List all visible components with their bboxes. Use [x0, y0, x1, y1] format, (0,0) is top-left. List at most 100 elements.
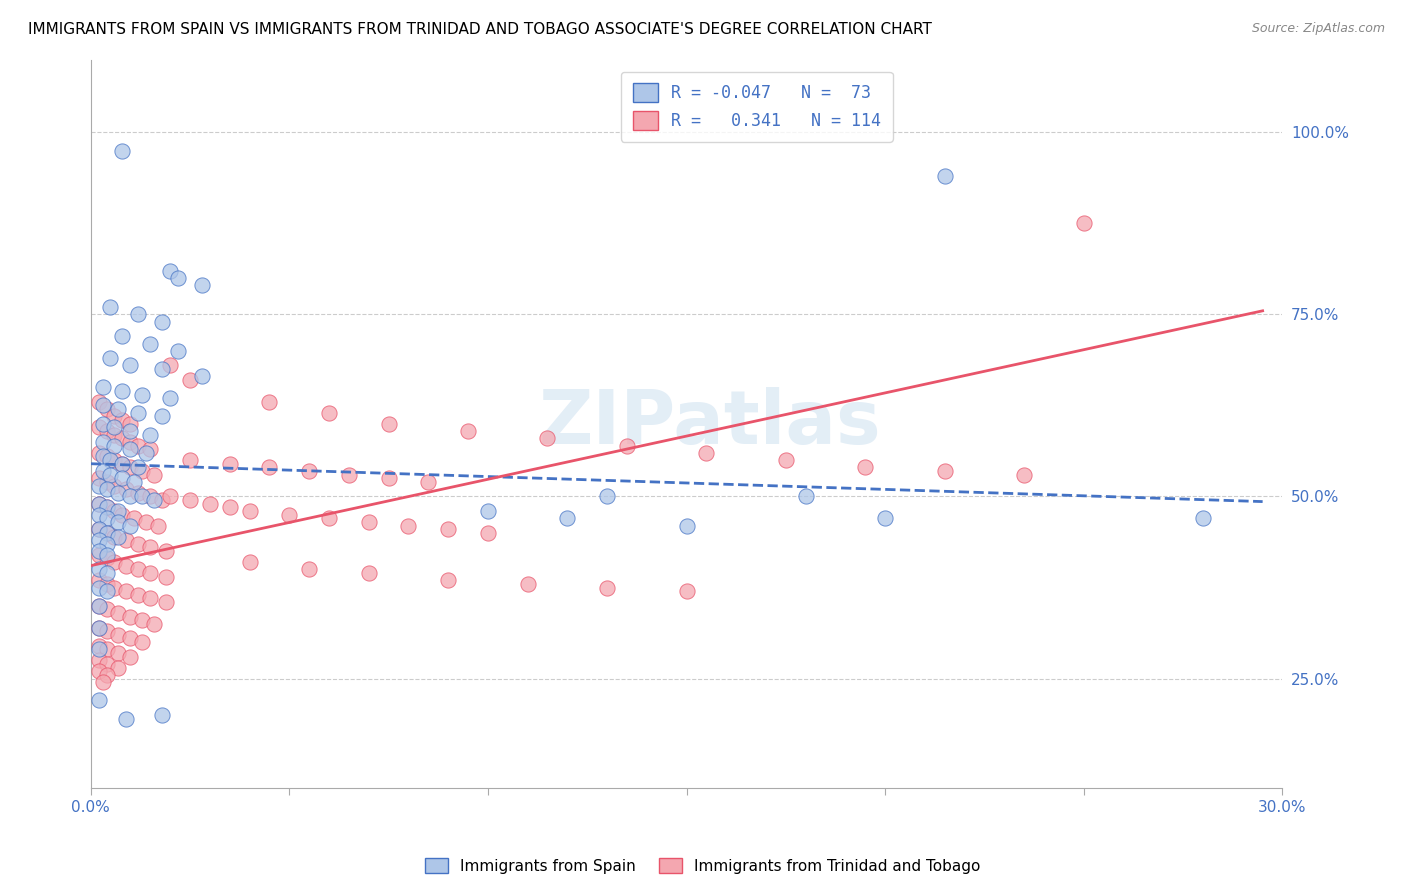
Point [131, 464, 153, 478]
Point [87, 653, 110, 667]
Point [143, 616, 166, 631]
Point [96, 551, 118, 566]
Point [103, 438, 125, 452]
Point [87, 599, 110, 613]
Point [218, 457, 240, 471]
Point [87, 573, 110, 587]
Point [259, 460, 281, 475]
Point [146, 518, 169, 533]
Point [120, 649, 142, 664]
Point [159, 359, 181, 373]
Point [96, 525, 118, 540]
Point [695, 446, 717, 460]
Point [96, 402, 118, 417]
Point [87, 621, 110, 635]
Point [96, 475, 118, 489]
Point [127, 588, 149, 602]
Point [87, 446, 110, 460]
Point [87, 478, 110, 492]
Point [111, 471, 134, 485]
Point [398, 518, 420, 533]
Point [111, 329, 134, 343]
Point [96, 511, 118, 525]
Point [357, 566, 380, 580]
Point [167, 343, 190, 358]
Point [120, 518, 142, 533]
Point [96, 668, 118, 682]
Point [150, 315, 173, 329]
Point [159, 391, 181, 405]
Point [91, 450, 114, 464]
Point [135, 446, 157, 460]
Point [278, 508, 301, 522]
Point [127, 406, 149, 420]
Point [111, 384, 134, 398]
Point [96, 657, 118, 671]
Point [96, 602, 118, 616]
Point [115, 558, 138, 573]
Point [87, 548, 110, 562]
Point [120, 442, 142, 457]
Point [120, 417, 142, 431]
Point [87, 420, 110, 434]
Point [298, 464, 321, 478]
Point [107, 606, 129, 620]
Point [120, 460, 142, 475]
Point [107, 402, 129, 417]
Point [127, 438, 149, 452]
Point [337, 467, 360, 482]
Point [96, 500, 118, 515]
Point [87, 599, 110, 613]
Point [159, 490, 181, 504]
Point [91, 417, 114, 431]
Point [179, 373, 201, 387]
Point [115, 712, 138, 726]
Point [150, 708, 173, 723]
Point [100, 453, 122, 467]
Point [96, 577, 118, 591]
Point [120, 359, 142, 373]
Point [191, 369, 214, 384]
Point [127, 308, 149, 322]
Point [167, 271, 190, 285]
Text: IMMIGRANTS FROM SPAIN VS IMMIGRANTS FROM TRINIDAD AND TOBAGO ASSOCIATE'S DEGREE : IMMIGRANTS FROM SPAIN VS IMMIGRANTS FROM… [28, 22, 932, 37]
Point [418, 475, 440, 489]
Point [298, 562, 321, 576]
Point [103, 581, 125, 595]
Point [596, 490, 619, 504]
Point [437, 522, 460, 536]
Point [131, 387, 153, 401]
Point [127, 460, 149, 475]
Point [853, 460, 876, 475]
Point [87, 544, 110, 558]
Point [87, 497, 110, 511]
Point [107, 646, 129, 660]
Point [96, 584, 118, 599]
Point [111, 413, 134, 427]
Point [96, 482, 118, 496]
Point [357, 515, 380, 529]
Point [87, 394, 110, 409]
Point [107, 515, 129, 529]
Point [150, 362, 173, 376]
Point [259, 394, 281, 409]
Point [596, 581, 619, 595]
Point [87, 533, 110, 548]
Point [91, 399, 114, 413]
Point [150, 493, 173, 508]
Point [1073, 216, 1095, 230]
Point [139, 442, 162, 457]
Point [377, 417, 399, 431]
Legend: R = -0.047   N =  73, R =   0.341   N = 114: R = -0.047 N = 73, R = 0.341 N = 114 [621, 71, 893, 142]
Point [100, 351, 122, 366]
Point [139, 591, 162, 606]
Point [87, 522, 110, 536]
Point [139, 427, 162, 442]
Point [675, 584, 697, 599]
Point [155, 569, 177, 583]
Point [87, 522, 110, 536]
Point [87, 693, 110, 707]
Point [135, 515, 157, 529]
Point [91, 675, 114, 690]
Point [96, 525, 118, 540]
